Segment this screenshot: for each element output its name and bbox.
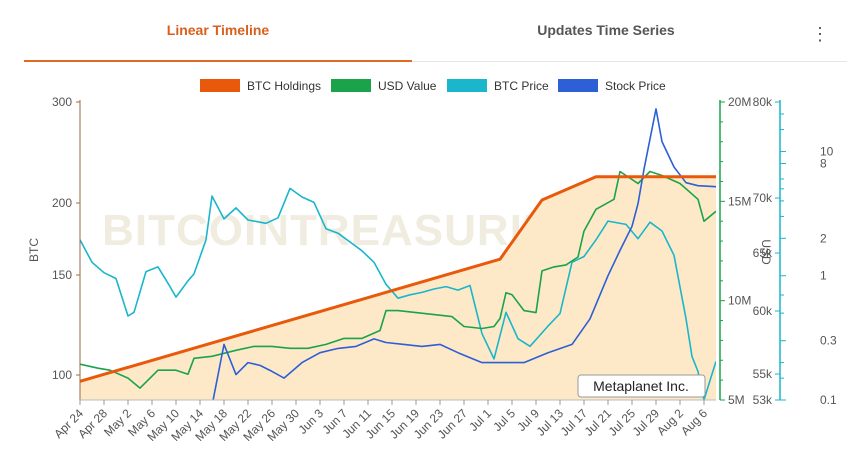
more-vertical-icon[interactable]: ⋮ [811,24,829,44]
btc-price-tick-label: 80k [753,95,773,109]
usd-tick-label: 15M [728,194,751,208]
left-tick-label: 200 [52,196,72,210]
left-tick-label: 300 [52,95,72,109]
active-tab-indicator [24,60,412,62]
left-tick-label: 100 [52,368,72,382]
legend-label-btc-price: BTC Price [494,79,549,93]
company-label: Metaplanet Inc. [593,378,689,394]
x-tick-label: Jul 5 [490,406,518,434]
tab-linear-timeline[interactable]: Linear Timeline [166,22,270,38]
legend-label-btc-holdings: BTC Holdings [247,79,321,93]
x-tick-label: Jul 1 [466,406,494,434]
btc-price-tick-label: 53k [753,393,773,407]
btc-price-tick-label: 70k [753,191,773,205]
stock-tick-label: 0.3 [820,334,837,348]
stock-tick-label: 0.1 [820,393,837,407]
x-tick-label: Aug 6 [678,406,710,438]
company-label-box: Metaplanet Inc. [577,374,706,398]
legend-swatch-usd-value [331,79,371,92]
x-tick-label: Jun 3 [295,406,326,437]
usd-axis-label: USD [759,239,773,265]
series-line-usd-value [80,170,716,389]
stock-tick-label: 2 [820,231,827,245]
left-tick-label: 150 [52,268,72,282]
usd-tick-label: 10M [728,294,751,308]
usd-tick-label: 5M [728,393,745,407]
stock-tick-label: 1 [820,269,827,283]
usd-tick-label: 20M [728,95,751,109]
btc-price-tick-label: 55k [753,367,773,381]
btc-price-tick-label: 65k [753,246,773,260]
stock-tick-label: 10 [820,144,834,158]
x-tick-label: Jul 29 [630,406,663,439]
chart-legend: BTC Holdings USD Value BTC Price Stock Pric… [200,79,666,93]
series-line-btc-holdings [80,175,716,383]
legend-swatch-btc-holdings [200,79,240,92]
tab-bar: Linear Timeline Updates Time Series [24,0,847,62]
legend-swatch-stock-price [558,79,598,92]
legend-swatch-btc-price [447,79,487,92]
stock-tick-label: 8 [820,156,827,170]
left-axis-label: BTC [27,238,41,262]
series-line-btc-price [80,187,716,400]
legend-label-stock-price: Stock Price [605,79,666,93]
series-line-stock-price [212,108,716,400]
tab-divider [412,61,847,62]
btc-price-tick-label: 60k [753,304,773,318]
x-tick-label: Aug 2 [654,406,686,438]
btc-holdings-area [80,176,716,400]
legend-label-usd-value: USD Value [378,79,437,93]
tab-updates-time-series[interactable]: Updates Time Series [537,22,675,38]
